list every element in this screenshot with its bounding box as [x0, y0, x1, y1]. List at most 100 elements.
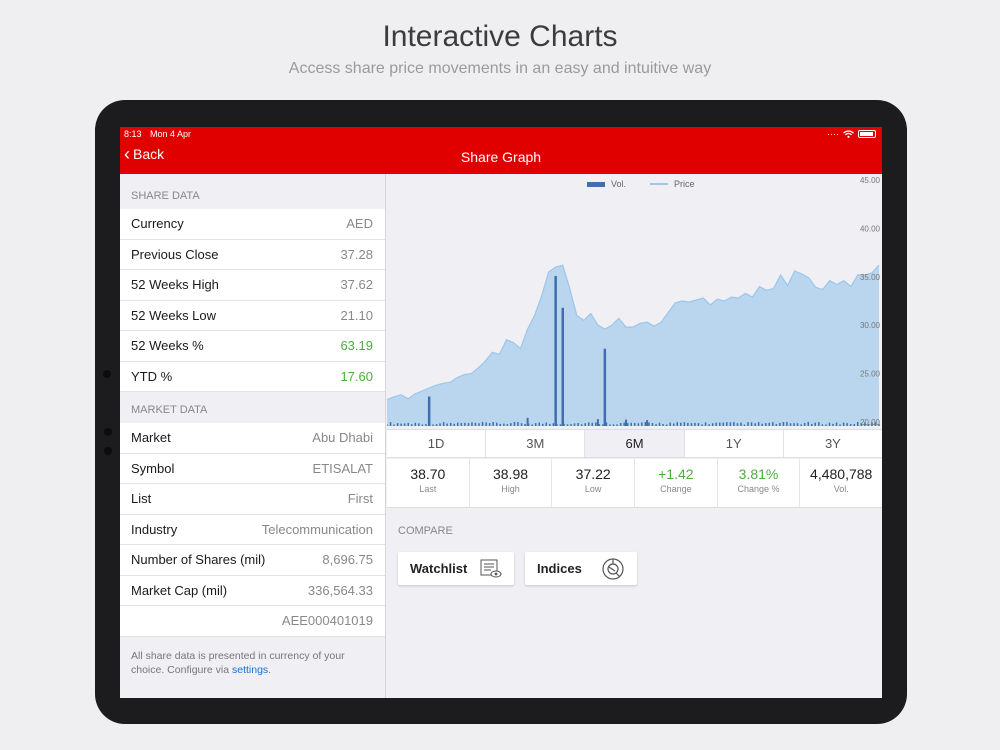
volume-bar	[680, 422, 682, 426]
volume-bar	[825, 424, 827, 426]
stat-cell: +1.42 Change	[635, 459, 718, 507]
stat-value: 4,480,788	[810, 466, 873, 482]
volume-bar	[457, 422, 459, 426]
volume-bar	[619, 423, 622, 426]
volume-bar	[754, 423, 756, 426]
volume-bar	[651, 423, 654, 426]
volume-bar	[857, 422, 859, 426]
volume-bar	[789, 423, 792, 426]
range-tab[interactable]: 3Y	[824, 436, 841, 451]
range-tab[interactable]: 6M	[585, 430, 685, 457]
volume-bar	[849, 424, 852, 426]
wifi-icon	[843, 130, 854, 138]
volume-bar	[573, 423, 576, 426]
share-data-label: YTD %	[131, 368, 173, 384]
volume-bar	[411, 424, 413, 426]
volume-bar	[782, 422, 785, 426]
volume-bar	[839, 424, 841, 426]
volume-bar	[623, 422, 625, 426]
share-data-label: 52 Weeks High	[131, 277, 219, 293]
indices-icon	[602, 557, 624, 580]
volume-bar	[467, 423, 470, 426]
volume-bar	[665, 424, 668, 426]
volume-bar	[554, 276, 557, 426]
indices-button[interactable]: Indices	[525, 552, 637, 585]
more-dots-icon: ····	[827, 129, 839, 139]
volume-bar	[697, 423, 700, 426]
range-tab[interactable]: 1D	[387, 430, 487, 457]
volume-bar	[609, 424, 611, 426]
hardware-button	[104, 428, 112, 436]
market-data-label: Symbol	[131, 460, 175, 476]
volume-bar	[793, 423, 795, 426]
volume-bar	[694, 422, 696, 426]
price-swatch	[650, 183, 669, 185]
volume-bar	[464, 422, 466, 426]
volume-bar	[598, 424, 601, 426]
share-data-row: YTD % 17.60	[120, 361, 385, 392]
volume-bar	[396, 423, 399, 426]
share-data-row: Currency AED	[120, 209, 385, 240]
volume-bar	[818, 422, 820, 426]
volume-bar	[736, 423, 739, 426]
volume-bar	[715, 422, 717, 426]
volume-bar	[432, 424, 434, 426]
price-area	[387, 265, 879, 426]
volume-bar	[740, 422, 742, 426]
share-chart[interactable]: 45.00 40.00 35.00 30.00 25.00 20.00 Vol. Pric…	[387, 174, 882, 429]
share-data-label: Previous Close	[131, 246, 219, 262]
stat-value: 37.22	[575, 466, 611, 482]
legend-price-label: Price	[674, 179, 695, 189]
stat-value: 38.70	[410, 466, 446, 482]
market-data-label: List	[131, 491, 152, 507]
watchlist-button[interactable]: Watchlist	[398, 552, 514, 585]
volume-bar	[747, 422, 749, 426]
chart-canvas[interactable]: 45.00 40.00 35.00 30.00 25.00 20.00	[387, 174, 882, 429]
range-tabs: 1D 3M 6M 1Y 3Y	[387, 429, 882, 458]
share-data-label: Currency	[131, 216, 184, 232]
stat-label: Vol.	[833, 484, 849, 494]
volume-bar	[418, 423, 420, 426]
volume-bar	[775, 424, 778, 426]
volume-bar	[683, 422, 686, 426]
range-tab[interactable]: 1Y	[685, 430, 784, 457]
volume-bar	[662, 424, 664, 426]
share-data-value: AED	[346, 216, 373, 232]
indices-label: Indices	[537, 561, 582, 576]
promo-subtitle: Access share price movements in an easy …	[288, 60, 712, 77]
volume-bar	[506, 424, 509, 426]
volume-bar	[761, 423, 763, 426]
volume-bar	[453, 423, 455, 426]
volume-bar	[860, 423, 863, 426]
stat-cell: 3.81% Change %	[718, 459, 801, 507]
volume-swatch	[587, 181, 605, 187]
volume-bar	[446, 423, 448, 426]
volume-bar	[673, 423, 675, 426]
stat-value: 38.98	[492, 466, 529, 482]
volume-bar	[488, 423, 491, 426]
settings-link[interactable]: settings	[231, 663, 269, 676]
stat-cell: 38.98 High	[470, 459, 553, 507]
legend-volume: Vol.	[587, 179, 626, 189]
volume-bar	[625, 419, 627, 426]
market-data-row: Industry Telecommunication	[120, 514, 385, 545]
volume-bar	[779, 422, 781, 426]
share-data-value: 21.10	[340, 307, 373, 323]
volume-bar	[531, 424, 533, 426]
volume-bar	[630, 422, 632, 426]
volume-bar	[676, 422, 678, 426]
stat-cell: 38.70 Last	[387, 459, 470, 507]
range-tab[interactable]: 3M	[486, 430, 586, 457]
market-data-value: Telecommunication	[261, 521, 373, 537]
market-data-row: Market Cap (mil) 336,564.33	[120, 575, 385, 606]
volume-bar	[626, 423, 629, 426]
volume-bar	[389, 422, 392, 426]
hardware-button	[104, 447, 112, 455]
back-button[interactable]: ‹ Back	[124, 145, 164, 163]
share-data-label: 52 Weeks %	[131, 338, 204, 354]
market-data-row: Number of Shares (mil) 8,696.75	[120, 545, 385, 576]
volume-bar	[474, 422, 477, 426]
y-tick-label: 40.00	[860, 224, 881, 233]
volume-bar	[853, 424, 855, 426]
watchlist-label: Watchlist	[410, 561, 468, 576]
